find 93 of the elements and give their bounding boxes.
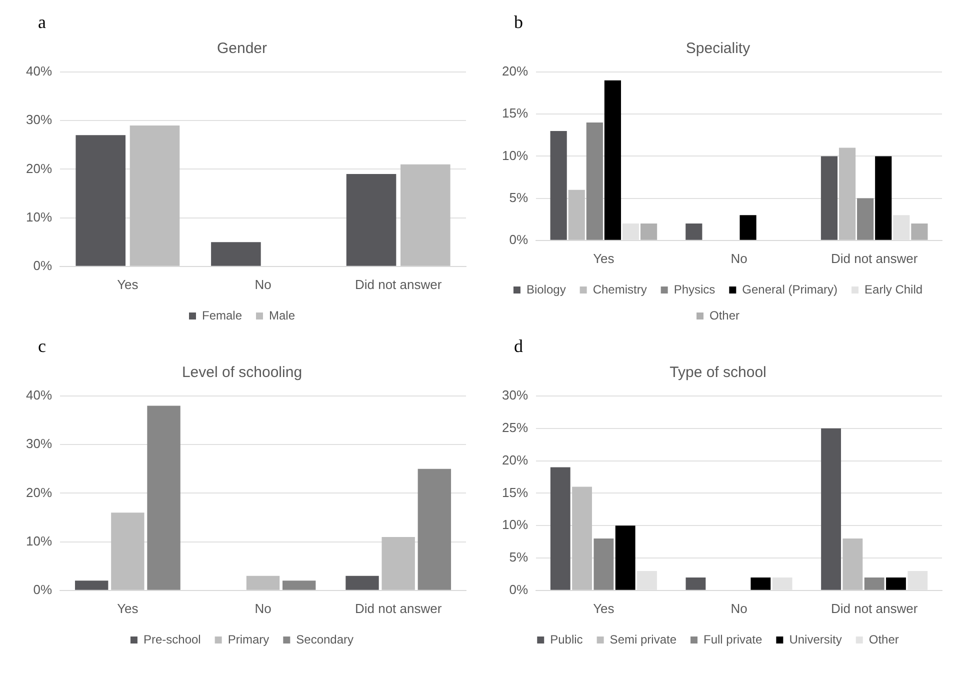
bar (346, 576, 379, 590)
x-tick-label: Did not answer (830, 250, 918, 266)
y-tick-label: 0% (509, 232, 528, 247)
x-tick-label: No (254, 600, 272, 616)
legend-label: Semi private (610, 632, 677, 646)
legend-label: Male (269, 308, 296, 322)
x-tick-label: Yes (593, 250, 615, 266)
y-tick-label: 5% (509, 550, 528, 565)
bar (842, 538, 863, 590)
legend-label: Chemistry (592, 282, 647, 296)
legend-label: Public (550, 632, 583, 646)
bar (418, 468, 452, 590)
y-tick-label: 20% (26, 484, 52, 500)
bar (130, 125, 180, 266)
legend-label: Other (709, 308, 740, 322)
bar (572, 486, 592, 590)
y-tick-label: 10% (502, 517, 528, 532)
x-tick-label: Yes (117, 600, 139, 616)
x-tick-label: Did not answer (354, 600, 442, 616)
bar (568, 190, 585, 240)
bar (911, 224, 928, 240)
bar (686, 224, 702, 240)
bar (586, 122, 603, 240)
x-tick-label: Yes (117, 276, 139, 292)
legend-label: Physics (674, 282, 716, 296)
x-tick-label: Did not answer (354, 276, 442, 292)
chart-title: Type of school (670, 364, 766, 382)
y-tick-label: 10% (26, 533, 52, 548)
legend-label: Secondary (296, 632, 354, 646)
chart-title: Level of schooling (182, 364, 302, 382)
y-tick-label: 20% (502, 64, 528, 79)
bar (604, 80, 622, 240)
bar (550, 130, 567, 240)
bar (640, 224, 658, 240)
bar (346, 174, 396, 266)
legend-label: University (789, 632, 842, 646)
bar (550, 467, 570, 590)
bar (857, 198, 874, 240)
y-tick-label: 0% (509, 582, 528, 597)
bar (282, 580, 316, 590)
y-tick-label: 40% (26, 64, 52, 79)
x-tick-label: Did not answer (830, 600, 918, 616)
y-tick-label: 30% (502, 388, 528, 403)
bar (615, 526, 636, 590)
chart-title: Speciality (686, 40, 751, 58)
bar (820, 156, 838, 240)
bar (74, 580, 108, 590)
y-tick-label: 25% (502, 420, 528, 435)
x-tick-label: No (730, 250, 748, 266)
legend-label: Early Child (864, 282, 923, 296)
bar (382, 536, 415, 590)
y-tick-label: 15% (502, 106, 528, 121)
chart-title: Gender (216, 40, 268, 58)
bar (76, 135, 126, 266)
legend-label: Biology (526, 282, 566, 296)
legend-label: Female (202, 308, 242, 322)
y-tick-label: 15% (502, 484, 528, 500)
bar (400, 164, 450, 266)
bar (864, 577, 884, 590)
legend-label: Pre-school (143, 632, 201, 646)
y-tick-label: 10% (26, 209, 52, 224)
bar (875, 156, 892, 240)
bar (211, 242, 261, 266)
text: a (38, 12, 46, 33)
bar (147, 406, 180, 590)
x-tick-label: No (254, 276, 272, 292)
bar (246, 576, 280, 590)
y-tick-label: 20% (502, 452, 528, 468)
bar (111, 512, 144, 590)
x-tick-label: Yes (593, 600, 615, 616)
y-tick-label: 10% (502, 148, 528, 163)
x-tick-label: No (730, 600, 748, 616)
bar (886, 577, 906, 590)
text: b (514, 12, 523, 33)
bar (821, 428, 841, 590)
bar (740, 215, 756, 240)
legend-label: General (Primary) (742, 282, 838, 296)
y-tick-label: 30% (26, 436, 52, 452)
y-tick-label: 0% (33, 258, 52, 273)
bar (838, 148, 856, 240)
y-tick-label: 5% (509, 190, 528, 205)
legend-label: Full private (704, 632, 763, 646)
text: d (514, 336, 523, 357)
bar (750, 577, 771, 590)
legend-label: Other (868, 632, 899, 646)
y-tick-label: 40% (26, 388, 52, 403)
bar (594, 538, 614, 590)
bar (686, 577, 706, 590)
y-tick-label: 30% (26, 112, 52, 128)
y-tick-label: 0% (33, 582, 52, 597)
y-tick-label: 20% (26, 160, 52, 176)
text: c (38, 336, 46, 357)
legend-label: Primary (228, 632, 270, 646)
